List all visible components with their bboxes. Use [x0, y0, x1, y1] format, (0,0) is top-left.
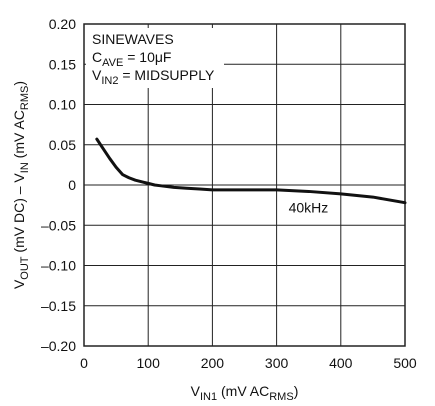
- annotation-cave: CAVE = 10μF: [92, 49, 171, 69]
- y-tick-label: 0.15: [49, 56, 76, 72]
- y-axis-label: VOUT (mV DC) – VIN (mV ACRMS): [11, 81, 31, 289]
- x-axis-label-sub: IN1: [200, 391, 217, 403]
- y-axis-label-rms: RMS: [19, 86, 31, 110]
- annotation-box: [86, 28, 224, 88]
- x-tick-label: 300: [265, 355, 289, 371]
- plot-frame: [83, 23, 406, 347]
- y-tick-label: –0.05: [41, 217, 76, 233]
- y-tick-label: 0.10: [49, 97, 76, 113]
- x-tick-label: 500: [393, 355, 417, 371]
- y-axis-label-units: (mV AC: [11, 110, 27, 162]
- y-tick-label: –0.10: [41, 258, 76, 274]
- series-line-40khz: [95, 137, 407, 205]
- y-tick-label: 0.05: [49, 137, 76, 153]
- y-tick-label: –0.20: [41, 338, 76, 354]
- annotation-cave-subscript: AVE: [102, 57, 123, 69]
- annotation-cave-value: = 10μF: [123, 49, 171, 65]
- y-tick-label: 0: [68, 177, 76, 193]
- tick-labels: 0 100 200 300 400 500 0.20 0.15 0.10 0.05 0 –0.05 –0…: [41, 16, 417, 371]
- annotation-vin2-subscript: IN2: [101, 75, 118, 87]
- series-label-40khz: 40kHz: [289, 199, 329, 215]
- series: [95, 137, 407, 205]
- x-tick-label: 200: [201, 355, 225, 371]
- y-axis-label-mid: (mV DC) – V: [11, 173, 27, 257]
- x-axis-label: VIN1 (mV ACRMS): [191, 383, 299, 403]
- y-axis-label-in: IN: [19, 162, 31, 173]
- y-axis-label-v: V: [11, 279, 27, 289]
- annotation-cave-symbol: C: [92, 49, 102, 65]
- x-tick-label: 100: [137, 355, 161, 371]
- y-tick-label: 0.20: [49, 16, 76, 32]
- x-tick-label: 400: [329, 355, 353, 371]
- y-axis-label-out: OUT: [19, 256, 31, 280]
- annotation-vin2-value: = MIDSUPPLY: [118, 67, 214, 83]
- annotation-vin2-symbol: V: [92, 67, 102, 83]
- x-axis-label-units: (mV AC: [217, 383, 269, 399]
- y-axis-label-end: ): [11, 81, 27, 86]
- x-axis-label-end: ): [294, 383, 299, 399]
- annotation-vin2: VIN2 = MIDSUPPLY: [92, 67, 215, 87]
- x-axis-label-rms: RMS: [269, 391, 293, 403]
- annotation-sinewaves: SINEWAVES: [92, 31, 174, 47]
- y-tick-label: –0.15: [41, 298, 76, 314]
- x-axis-label-v: V: [191, 383, 201, 399]
- x-tick-label: 0: [80, 355, 88, 371]
